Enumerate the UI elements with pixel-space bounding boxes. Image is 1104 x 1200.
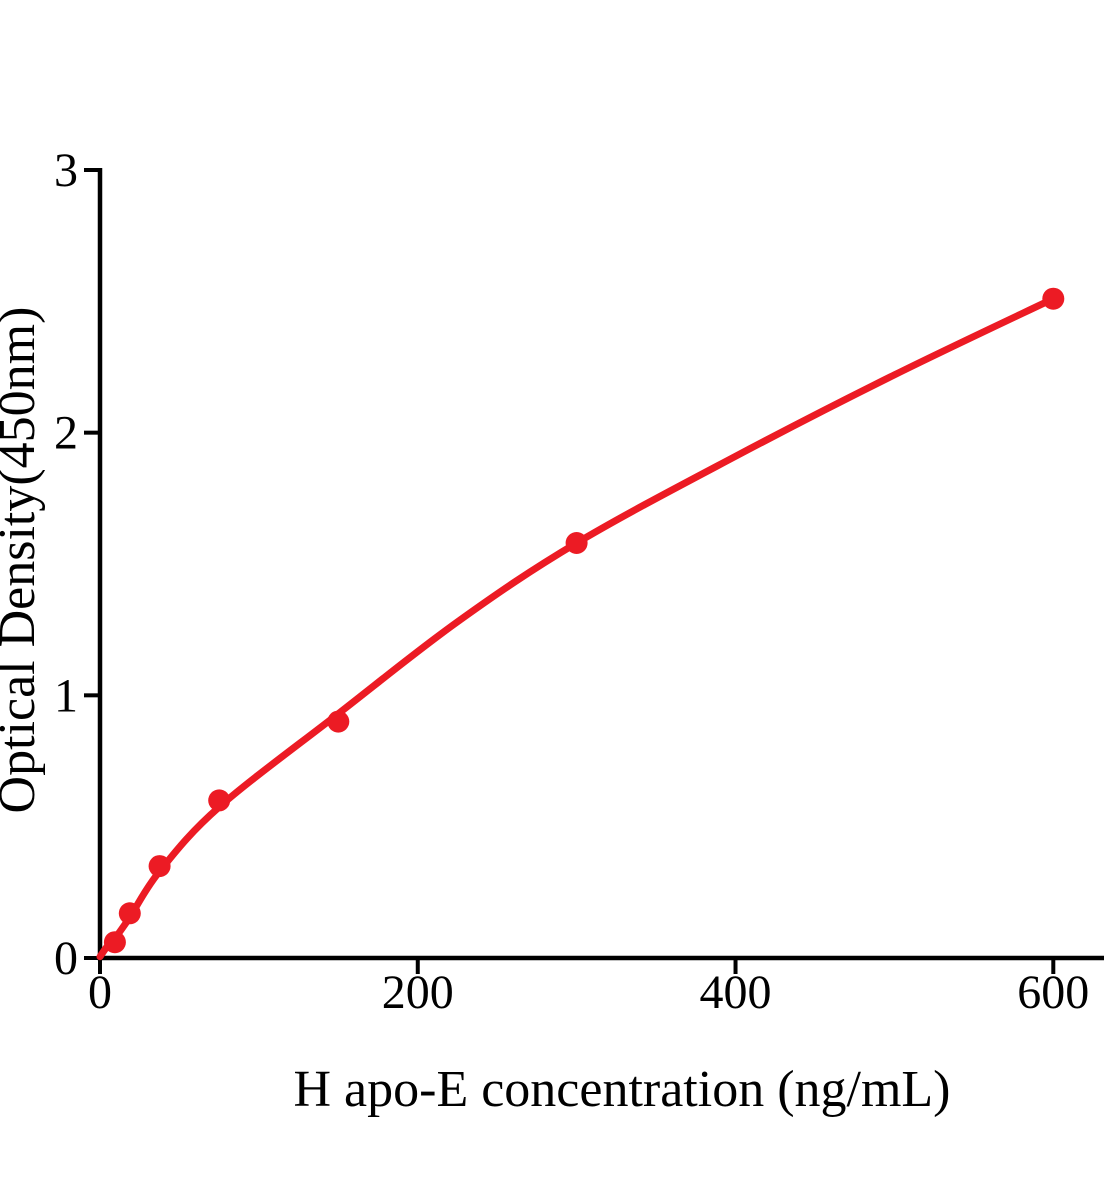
x-tick-label: 600 bbox=[1017, 966, 1089, 1019]
y-axis-title: Optical Density(450nm) bbox=[0, 307, 46, 814]
data-point bbox=[1042, 287, 1065, 310]
data-point bbox=[103, 931, 126, 954]
y-axis-ticks: 0 1 2 3 bbox=[54, 144, 100, 985]
data-point bbox=[565, 532, 588, 554]
y-tick-label: 2 bbox=[54, 407, 78, 460]
y-tick-label: 1 bbox=[54, 669, 78, 722]
x-tick-label: 200 bbox=[382, 966, 454, 1019]
x-axis-ticks: 0 200 400 600 bbox=[88, 958, 1089, 1019]
data-point bbox=[208, 789, 231, 812]
data-point bbox=[327, 710, 350, 733]
y-tick-label: 0 bbox=[54, 932, 78, 985]
y-tick-label: 3 bbox=[54, 144, 78, 197]
series-group bbox=[96, 287, 1065, 961]
data-point bbox=[118, 902, 141, 925]
x-tick-label: 400 bbox=[700, 966, 772, 1019]
x-tick-label: 0 bbox=[88, 966, 112, 1019]
fit-curve bbox=[96, 295, 1057, 961]
x-axis-title: H apo-E concentration (ng/mL) bbox=[294, 1061, 951, 1118]
data-point bbox=[148, 855, 171, 878]
